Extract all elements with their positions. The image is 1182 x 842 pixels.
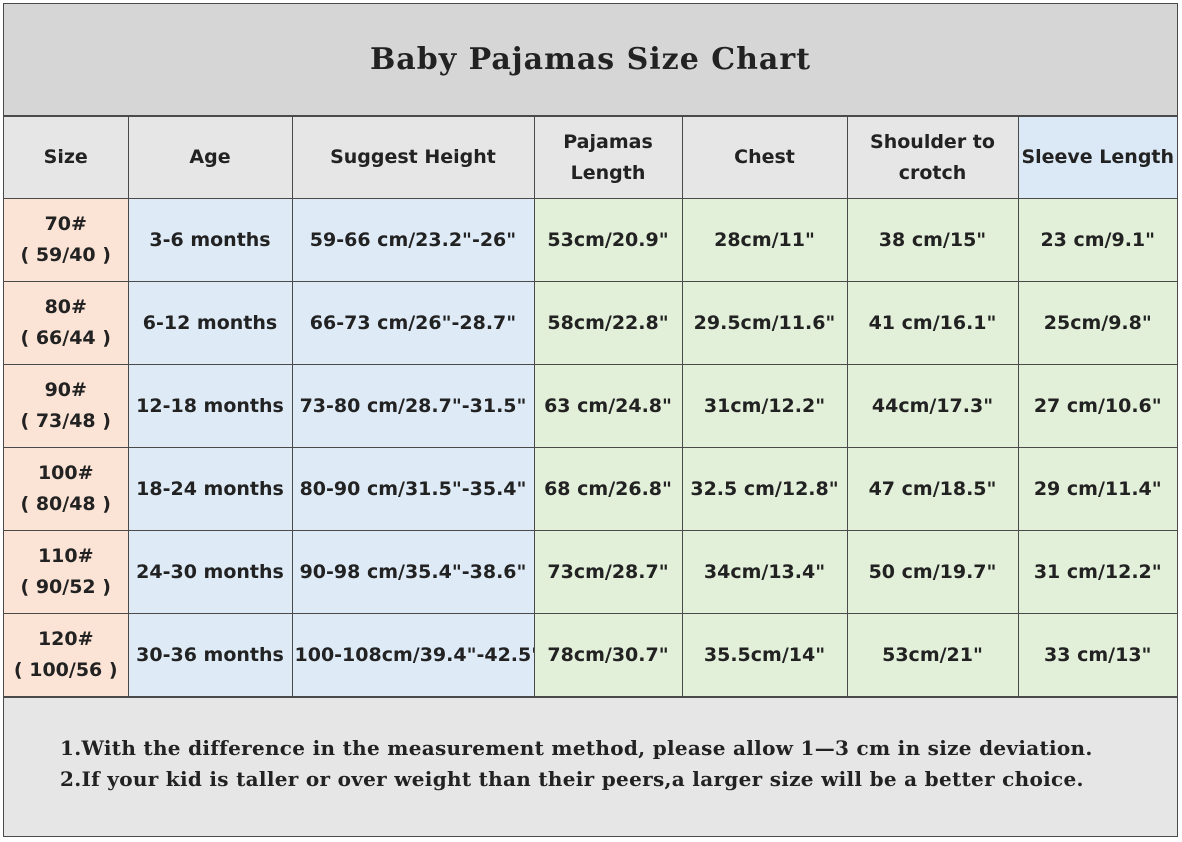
header-shoulder-line1: Shoulder to — [870, 130, 995, 153]
header-sleeve-length: Sleeve Length — [1017, 116, 1177, 199]
size-table: Size Age Suggest Height Pajamas Length C… — [4, 116, 1177, 697]
size-label: 100# — [37, 462, 94, 484]
cell-height: 59-66 cm/23.2"-26" — [291, 198, 535, 282]
table-row: 90# ( 73/48 ) 12-18 months 73-80 cm/28.7"-3… — [4, 364, 1177, 448]
cell-height: 66-73 cm/26"-28.7" — [291, 281, 535, 365]
table-row: 100# ( 80/48 ) 18-24 months 80-90 cm/31.5"-… — [4, 447, 1177, 531]
cell-shoulder-to-crotch: 50 cm/19.7" — [846, 530, 1019, 614]
cell-height: 73-80 cm/28.7"-31.5" — [291, 364, 535, 448]
cell-sleeve-length: 23 cm/9.1" — [1017, 198, 1177, 282]
header-size: Size — [4, 116, 129, 199]
cell-size: 120# ( 100/56 ) — [4, 613, 129, 697]
cell-chest: 31cm/12.2" — [681, 364, 848, 448]
cell-age: 12-18 months — [127, 364, 293, 448]
cell-pajamas-length: 58cm/22.8" — [533, 281, 683, 365]
header-chest: Chest — [681, 116, 848, 199]
size-label: 110# — [37, 545, 94, 567]
cell-height: 80-90 cm/31.5"-35.4" — [291, 447, 535, 531]
cell-size: 90# ( 73/48 ) — [4, 364, 129, 448]
cell-shoulder-to-crotch: 53cm/21" — [846, 613, 1019, 697]
cell-height: 90-98 cm/35.4"-38.6" — [291, 530, 535, 614]
table-row: 80# ( 66/44 ) 6-12 months 66-73 cm/26"-28.7… — [4, 281, 1177, 365]
cell-sleeve-length: 25cm/9.8" — [1017, 281, 1177, 365]
cell-sleeve-length: 33 cm/13" — [1017, 613, 1177, 697]
cell-sleeve-length: 27 cm/10.6" — [1017, 364, 1177, 448]
cell-chest: 35.5cm/14" — [681, 613, 848, 697]
size-sub-label: ( 90/52 ) — [20, 576, 111, 598]
notes: 1.With the difference in the measurement… — [4, 697, 1177, 834]
cell-pajamas-length: 68 cm/26.8" — [533, 447, 683, 531]
cell-chest: 28cm/11" — [681, 198, 848, 282]
cell-age: 3-6 months — [127, 198, 293, 282]
cell-shoulder-to-crotch: 38 cm/15" — [846, 198, 1019, 282]
cell-shoulder-to-crotch: 47 cm/18.5" — [846, 447, 1019, 531]
table-row: 70# ( 59/40 ) 3-6 months 59-66 cm/23.2"-26"… — [4, 198, 1177, 282]
chart-title: Baby Pajamas Size Chart — [4, 4, 1177, 116]
cell-sleeve-length: 29 cm/11.4" — [1017, 447, 1177, 531]
size-sub-label: ( 80/48 ) — [20, 493, 111, 515]
cell-size: 80# ( 66/44 ) — [4, 281, 129, 365]
table-header-row: Size Age Suggest Height Pajamas Length C… — [4, 116, 1177, 199]
header-shoulder-to-crotch: Shoulder to crotch — [846, 116, 1019, 199]
size-label: 90# — [44, 379, 87, 401]
header-age: Age — [127, 116, 293, 199]
header-pajamas-length: Pajamas Length — [533, 116, 683, 199]
cell-age: 18-24 months — [127, 447, 293, 531]
size-label: 70# — [44, 213, 87, 235]
size-sub-label: ( 66/44 ) — [20, 327, 111, 349]
header-height: Suggest Height — [291, 116, 535, 199]
cell-chest: 34cm/13.4" — [681, 530, 848, 614]
cell-size: 110# ( 90/52 ) — [4, 530, 129, 614]
size-label: 80# — [44, 296, 87, 318]
cell-size: 70# ( 59/40 ) — [4, 198, 129, 282]
cell-size: 100# ( 80/48 ) — [4, 447, 129, 531]
note-2: 2.If your kid is taller or over weight t… — [60, 767, 1084, 791]
size-sub-label: ( 59/40 ) — [20, 244, 111, 266]
table-row: 120# ( 100/56 ) 30-36 months 100-108cm/39.4… — [4, 613, 1177, 697]
cell-sleeve-length: 31 cm/12.2" — [1017, 530, 1177, 614]
cell-pajamas-length: 63 cm/24.8" — [533, 364, 683, 448]
cell-chest: 29.5cm/11.6" — [681, 281, 848, 365]
cell-height: 100-108cm/39.4"-42.5" — [291, 613, 535, 697]
header-pajamas-line2: Length — [570, 161, 646, 184]
cell-pajamas-length: 73cm/28.7" — [533, 530, 683, 614]
size-sub-label: ( 73/48 ) — [20, 410, 111, 432]
cell-shoulder-to-crotch: 44cm/17.3" — [846, 364, 1019, 448]
cell-chest: 32.5 cm/12.8" — [681, 447, 848, 531]
cell-age: 6-12 months — [127, 281, 293, 365]
cell-age: 30-36 months — [127, 613, 293, 697]
cell-shoulder-to-crotch: 41 cm/16.1" — [846, 281, 1019, 365]
table-row: 110# ( 90/52 ) 24-30 months 90-98 cm/35.4"-… — [4, 530, 1177, 614]
header-shoulder-line2: crotch — [898, 161, 967, 184]
cell-pajamas-length: 78cm/30.7" — [533, 613, 683, 697]
header-pajamas-line1: Pajamas — [563, 130, 653, 153]
note-1: 1.With the difference in the measurement… — [60, 736, 1093, 760]
size-chart: Baby Pajamas Size Chart Size Age Suggest… — [3, 3, 1178, 837]
cell-pajamas-length: 53cm/20.9" — [533, 198, 683, 282]
cell-age: 24-30 months — [127, 530, 293, 614]
size-label: 120# — [37, 628, 94, 650]
size-sub-label: ( 100/56 ) — [13, 659, 118, 681]
